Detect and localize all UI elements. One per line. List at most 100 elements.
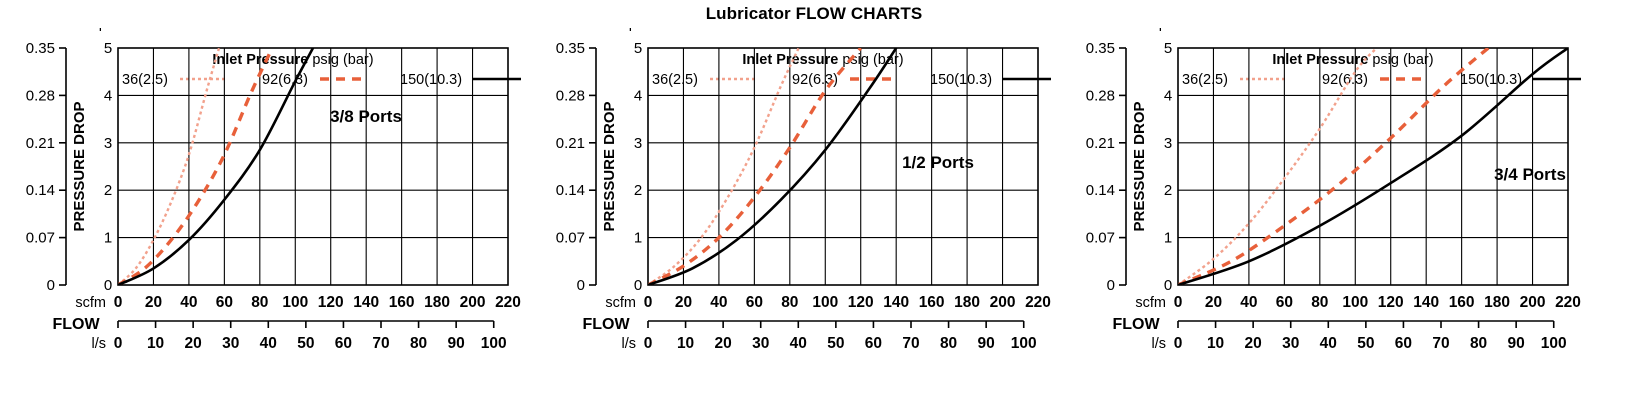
- x-tick-scfm: 120: [318, 294, 344, 311]
- x-tick-scfm: 120: [1378, 294, 1404, 311]
- y-tick-psi: 5: [634, 40, 642, 57]
- x-tick-ls: 10: [1207, 335, 1224, 352]
- y-tick-bar: 0.07: [556, 230, 585, 247]
- chart-2: Inlet Pressure psig (bar) 36(2.5) 92(6.3) 1…: [1084, 28, 1581, 352]
- ports-title: 3/4 Ports: [1494, 165, 1566, 184]
- x-axis-label: FLOW: [52, 316, 100, 333]
- x-tick-scfm: 40: [180, 294, 197, 311]
- y-unit-psi: psi: [629, 28, 648, 32]
- y-tick-psi: 0: [1164, 277, 1172, 294]
- series-curve-362.5: [118, 48, 221, 285]
- x-tick-ls: 40: [260, 335, 277, 352]
- x-tick-ls: 90: [1508, 335, 1525, 352]
- x-unit-ls: l/s: [92, 336, 107, 352]
- legend-heading-unit: psig (bar): [1368, 52, 1433, 68]
- y-tick-psi: 1: [1164, 230, 1172, 247]
- x-tick-ls: 30: [1282, 335, 1299, 352]
- x-tick-scfm: 140: [353, 294, 379, 311]
- y-unit-bar: bar: [554, 28, 575, 32]
- x-tick-ls: 0: [114, 335, 123, 352]
- y-tick-bar: 0.21: [26, 135, 55, 152]
- y-tick-bar: 0.14: [1086, 182, 1115, 199]
- legend: Inlet Pressure psig (bar) 36(2.5) 92(6.3) 1…: [122, 52, 521, 88]
- y-tick-psi: 4: [1164, 87, 1172, 104]
- y-tick-psi: 3: [1164, 135, 1172, 152]
- x-tick-scfm: 160: [1449, 294, 1475, 311]
- legend-label-2: 150(10.3): [400, 72, 462, 88]
- x-tick-scfm: 20: [675, 294, 692, 311]
- y-unit-psi: psi: [1159, 28, 1178, 32]
- x-tick-ls: 40: [1320, 335, 1337, 352]
- x-tick-scfm: 60: [746, 294, 763, 311]
- series-curve-926.3: [118, 48, 274, 285]
- legend-heading-unit: psig (bar): [308, 52, 373, 68]
- legend-label-0: 36(2.5): [1182, 72, 1228, 88]
- x-tick-scfm: 20: [1205, 294, 1222, 311]
- y-unit-bar: bar: [1084, 28, 1105, 32]
- series-curve-15010.3: [648, 48, 898, 285]
- legend-label-1: 92(6.3): [262, 72, 308, 88]
- series-group: [1178, 48, 1568, 285]
- x-tick-ls: 0: [1174, 335, 1183, 352]
- x-tick-scfm: 80: [251, 294, 268, 311]
- x-tick-ls: 20: [715, 335, 732, 352]
- x-tick-scfm: 60: [1276, 294, 1293, 311]
- grid: [648, 48, 1038, 285]
- ports-title: 1/2 Ports: [902, 153, 974, 172]
- x-tick-ls: 30: [752, 335, 769, 352]
- y-axis-label: PRESSURE DROP: [1131, 101, 1148, 231]
- series-curve-926.3: [648, 48, 863, 285]
- y-unit-bar: bar: [24, 28, 45, 32]
- x-tick-ls: 80: [410, 335, 427, 352]
- series-group: [118, 48, 315, 285]
- legend-heading: Inlet Pressure psig (bar): [742, 52, 903, 68]
- chart-panel-3-8-ports: Inlet Pressure psig (bar) 36(2.5) 92(6.3) 1…: [0, 28, 540, 410]
- x-tick-scfm: 100: [1342, 294, 1368, 311]
- x-tick-scfm: 180: [1484, 294, 1510, 311]
- legend-label-0: 36(2.5): [652, 72, 698, 88]
- y-tick-psi: 4: [634, 87, 642, 104]
- y-tick-bar: 0: [1107, 277, 1115, 294]
- x-unit-ls: l/s: [622, 336, 637, 352]
- x-tick-scfm: 80: [1311, 294, 1328, 311]
- series-curve-362.5: [648, 48, 800, 285]
- legend-heading: Inlet Pressure psig (bar): [1272, 52, 1433, 68]
- x-tick-scfm: 0: [114, 294, 123, 311]
- y-tick-bar: 0.14: [556, 182, 585, 199]
- series-curve-362.5: [1178, 48, 1378, 285]
- x-tick-ls: 60: [1395, 335, 1412, 352]
- x-tick-ls: 50: [1357, 335, 1374, 352]
- legend: Inlet Pressure psig (bar) 36(2.5) 92(6.3) 1…: [1182, 52, 1581, 88]
- x-tick-ls: 80: [940, 335, 957, 352]
- y-tick-bar: 0.35: [26, 40, 55, 57]
- y-tick-bar: 0.21: [1086, 135, 1115, 152]
- y-tick-bar: 0: [577, 277, 585, 294]
- x-tick-ls: 70: [372, 335, 389, 352]
- series-curve-15010.3: [1178, 48, 1568, 285]
- x-tick-ls: 60: [865, 335, 882, 352]
- y-tick-psi: 4: [104, 87, 112, 104]
- x-tick-ls: 100: [481, 335, 507, 352]
- x-tick-scfm: 80: [781, 294, 798, 311]
- x-tick-ls: 90: [448, 335, 465, 352]
- x-tick-ls: 100: [1011, 335, 1037, 352]
- y-tick-psi: 2: [634, 182, 642, 199]
- chart-panel-1-2-ports: Inlet Pressure psig (bar) 36(2.5) 92(6.3) 1…: [530, 28, 1070, 410]
- grid: [118, 48, 508, 285]
- series-curve-15010.3: [118, 48, 315, 285]
- page-title: Lubricator FLOW CHARTS: [705, 4, 923, 23]
- x-tick-scfm: 160: [389, 294, 415, 311]
- x-tick-scfm: 180: [424, 294, 450, 311]
- x-tick-scfm: 200: [1520, 294, 1546, 311]
- x-unit-ls: l/s: [1152, 336, 1167, 352]
- y-tick-bar: 0.14: [26, 182, 55, 199]
- x-tick-scfm: 40: [710, 294, 727, 311]
- y-tick-psi: 2: [1164, 182, 1172, 199]
- x-tick-ls: 80: [1470, 335, 1487, 352]
- legend-label-1: 92(6.3): [1322, 72, 1368, 88]
- y-tick-bar: 0.07: [26, 230, 55, 247]
- legend-heading: Inlet Pressure psig (bar): [212, 52, 373, 68]
- x-tick-ls: 40: [790, 335, 807, 352]
- x-unit-scfm: scfm: [605, 295, 636, 311]
- x-tick-scfm: 40: [1240, 294, 1257, 311]
